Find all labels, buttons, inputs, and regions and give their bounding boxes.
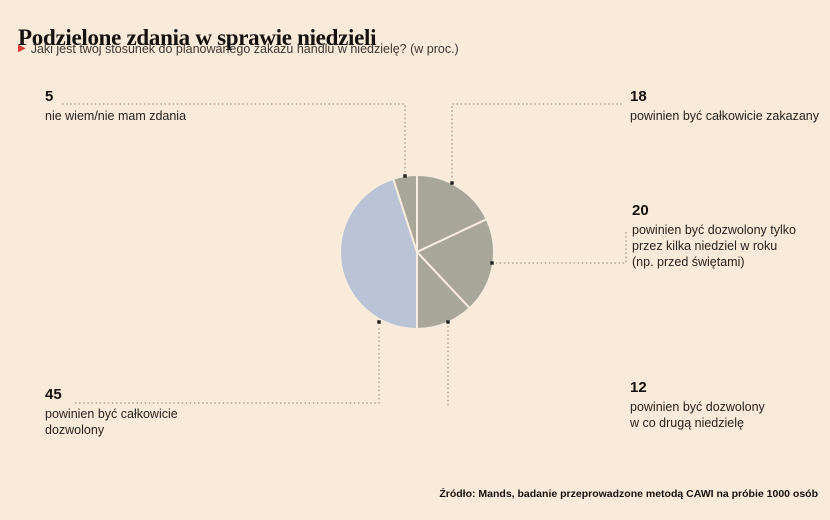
pie-slice xyxy=(416,174,488,253)
leader-dot xyxy=(450,181,454,185)
chart-subtitle: ▶ Jaki jest twój stosunek do planowanego… xyxy=(18,42,459,56)
pie-slice xyxy=(416,218,495,310)
callout-no-opinion: 5 nie wiem/nie mam zdania xyxy=(45,88,187,124)
leader-line xyxy=(75,326,380,404)
callout-value: 12 xyxy=(630,379,647,396)
callout-label: powinien być dozwolony w co drugą niedzi… xyxy=(630,400,765,430)
callout-fully-allowed: 45 powinien być całkowicie dozwolony xyxy=(45,386,178,438)
callout-value: 18 xyxy=(630,88,647,105)
callout-label: nie wiem/nie mam zdania xyxy=(45,109,187,123)
pie-slice xyxy=(339,177,418,330)
callout-every-other-sunday: 12 powinien być dozwolony w co drugą nie… xyxy=(630,379,765,431)
callout-few-sundays: 20 powinien być dozwolony tylko przez ki… xyxy=(632,202,796,270)
leader-dot xyxy=(446,320,450,324)
leader-dot xyxy=(377,320,381,324)
callout-label: powinien być całkowicie zakazany xyxy=(630,109,819,123)
callout-label: powinien być dozwolony tylko przez kilka… xyxy=(632,223,796,269)
page-title: Podzielone zdania w sprawie niedzieli xyxy=(18,25,377,51)
leader-dot xyxy=(490,261,494,265)
callout-label: powinien być całkowicie dozwolony xyxy=(45,407,178,437)
callout-value: 5 xyxy=(45,88,54,105)
red-triangle-icon: ▶ xyxy=(18,43,26,54)
leader-dot-markers xyxy=(377,174,494,324)
source-note: Źródło: Mands, badanie przeprowadzone me… xyxy=(439,488,818,500)
callout-value: 45 xyxy=(45,386,62,403)
pie-slices xyxy=(339,174,495,330)
chart-question: Jaki jest twój stosunek do planowanego z… xyxy=(30,42,459,56)
leader-dot xyxy=(403,174,407,178)
leader-line xyxy=(451,103,622,179)
callout-total-ban: 18 powinien być całkowicie zakazany xyxy=(630,88,819,124)
callout-value: 20 xyxy=(632,202,649,219)
leader-line xyxy=(496,232,627,264)
leader-lines xyxy=(62,103,627,407)
